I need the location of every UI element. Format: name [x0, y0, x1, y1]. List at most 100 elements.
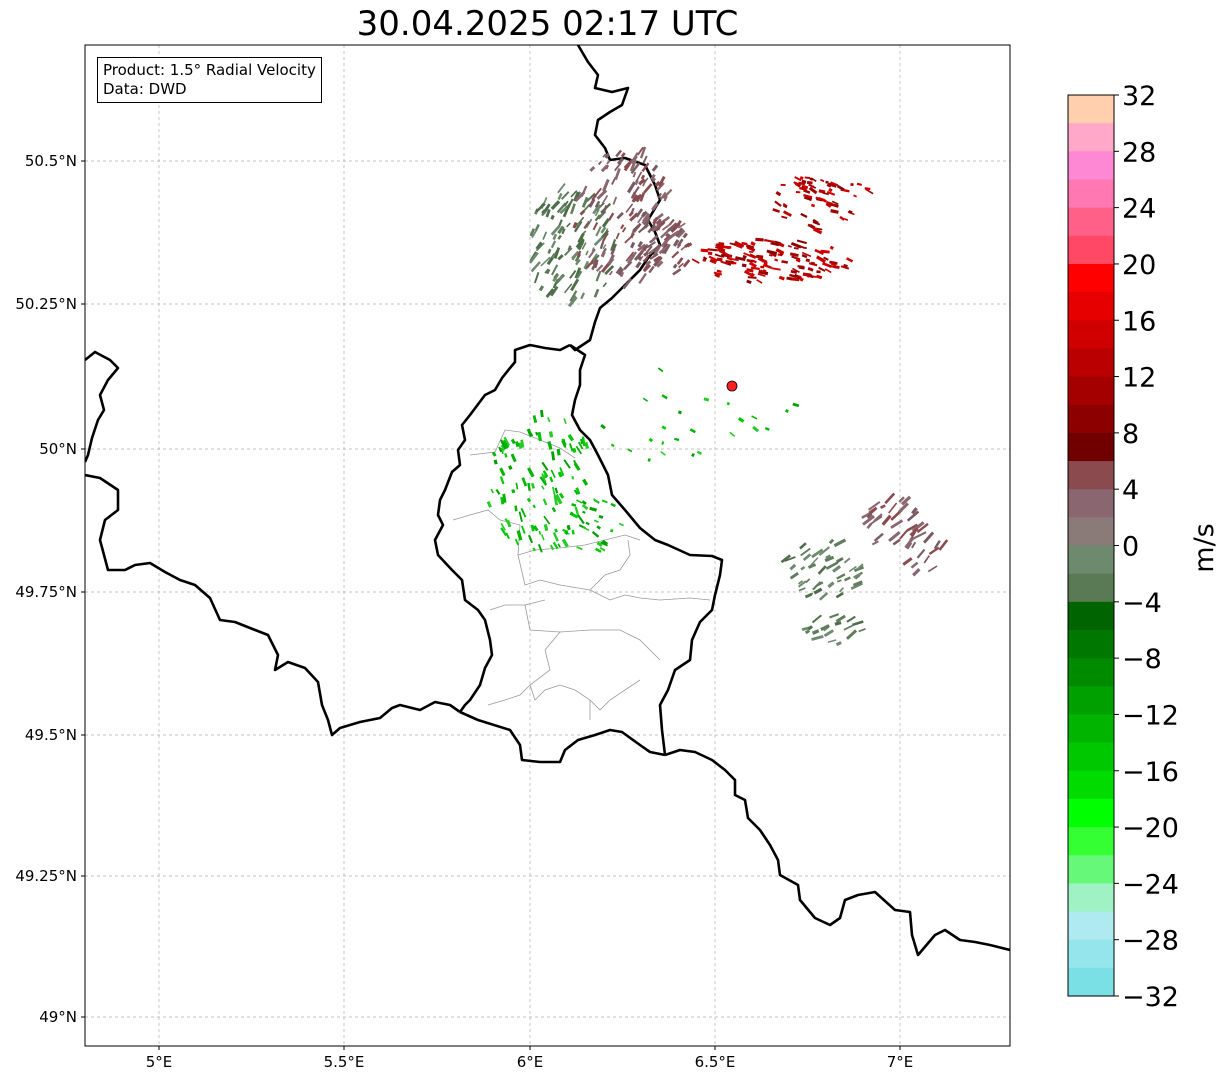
- echo-cell: [543, 515, 551, 525]
- echo-cell: [801, 254, 808, 259]
- colorbar-segment: [1068, 770, 1114, 800]
- echo-cell: [751, 415, 758, 420]
- colorbar-tick-label: −8: [1122, 644, 1162, 675]
- echo-cell: [561, 538, 569, 548]
- echo-cell: [748, 261, 757, 268]
- echo-cell: [559, 467, 565, 477]
- echo-cell: [653, 255, 661, 263]
- echo-cell: [596, 204, 602, 211]
- echo-cell: [811, 614, 822, 624]
- echo-cell: [573, 489, 579, 495]
- echo-cell: [881, 514, 892, 526]
- echo-cell: [500, 444, 506, 451]
- echo-cell: [486, 501, 492, 508]
- echo-cell: [652, 245, 661, 257]
- echo-cell: [490, 488, 494, 494]
- echo-cell: [789, 252, 799, 258]
- echo-cell: [909, 527, 919, 537]
- colorbar-tick-label: 24: [1122, 194, 1156, 225]
- echo-cell: [729, 242, 736, 246]
- echo-cell: [807, 223, 815, 229]
- echo-cell: [638, 178, 646, 186]
- echo-cell: [664, 240, 669, 245]
- echo-cell: [535, 202, 546, 213]
- echo-cell: [825, 554, 832, 560]
- echo-cell: [576, 546, 583, 551]
- echo-cell: [818, 546, 830, 557]
- echo-cell: [618, 522, 624, 527]
- echo-cell: [625, 203, 634, 213]
- echo-cell: [570, 278, 580, 292]
- echo-cell: [500, 523, 506, 531]
- echo-cell: [531, 229, 538, 239]
- echo-cell: [691, 453, 695, 458]
- echo-cell: [537, 431, 543, 442]
- echo-cell: [838, 587, 845, 593]
- echo-cell: [708, 255, 718, 262]
- echo-cell: [672, 239, 680, 247]
- echo-cell: [707, 251, 713, 256]
- echo-cell: [831, 200, 839, 206]
- echo-cell: [558, 219, 563, 226]
- colorbar-segment: [1068, 489, 1114, 518]
- echo-cell: [911, 521, 925, 533]
- echo-cell: [805, 258, 811, 263]
- echo-cell: [614, 168, 621, 181]
- echo-cell: [554, 528, 559, 533]
- echo-cell: [643, 183, 653, 194]
- echo-cell: [541, 473, 547, 484]
- echo-cell: [549, 544, 555, 551]
- echo-cell: [592, 222, 599, 231]
- echo-cell: [639, 191, 646, 202]
- echo-cell: [558, 274, 564, 281]
- echo-cell: [672, 268, 682, 276]
- echo-cell: [746, 259, 754, 263]
- colorbar-tick-label: −12: [1122, 700, 1179, 731]
- map-area[interactable]: [85, 45, 1010, 1046]
- echo-cell: [551, 506, 557, 513]
- data-source-label: Data: DWD: [103, 80, 187, 98]
- echo-cell: [569, 270, 577, 279]
- echo-cell: [846, 615, 856, 623]
- echo-cell: [557, 234, 562, 240]
- echo-cell: [653, 243, 661, 252]
- echo-cell: [743, 270, 755, 278]
- echo-cell: [629, 159, 637, 172]
- echo-cell: [532, 504, 536, 509]
- echo-cell: [789, 563, 797, 571]
- colorbar-tick-label: −20: [1122, 813, 1179, 844]
- echo-cell: [762, 263, 772, 269]
- echo-cell: [818, 266, 826, 272]
- echo-cell: [630, 191, 636, 199]
- echo-cell: [651, 222, 662, 232]
- echo-cell: [641, 162, 650, 173]
- echo-cell: [503, 436, 511, 446]
- echo-cell: [797, 265, 804, 268]
- echo-cell: [799, 542, 807, 550]
- echo-cell: [836, 579, 842, 583]
- echo-cell: [815, 196, 825, 201]
- echo-cell: [660, 450, 666, 456]
- echo-cell: [807, 267, 814, 272]
- echo-cell: [662, 188, 673, 200]
- echo-cell: [533, 525, 539, 532]
- echo-cell: [610, 443, 615, 448]
- echo-cell: [830, 181, 839, 187]
- echo-cell: [571, 512, 579, 519]
- echo-cell: [601, 205, 608, 215]
- echo-cell: [888, 531, 901, 543]
- echo-cell: [515, 482, 519, 490]
- echo-cell: [897, 502, 909, 514]
- echo-cell: [568, 443, 574, 452]
- echo-cell: [792, 402, 800, 408]
- echo-cell: [840, 265, 850, 270]
- echo-cell: [661, 394, 668, 400]
- echo-cell: [581, 436, 586, 447]
- echo-cell: [505, 532, 510, 540]
- echo-cell: [835, 641, 842, 646]
- echo-cell: [604, 153, 610, 159]
- echo-cell: [600, 423, 606, 430]
- echo-cell: [782, 202, 788, 208]
- radar-site-marker[interactable]: [726, 380, 738, 392]
- echo-cell: [600, 229, 610, 239]
